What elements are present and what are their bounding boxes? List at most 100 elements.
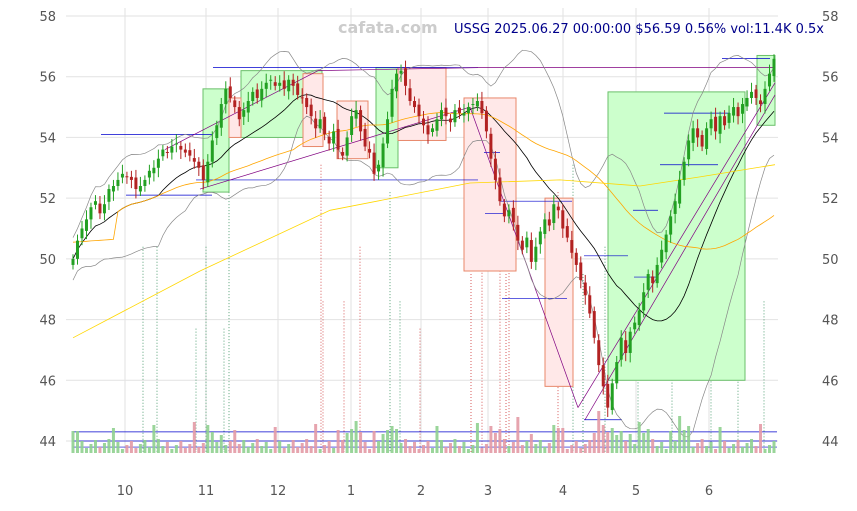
- x-tick-label: 6: [705, 484, 713, 499]
- volume-bar: [242, 440, 246, 453]
- volume-bar: [565, 449, 569, 453]
- candle-body: [714, 116, 718, 132]
- candle-body: [111, 186, 115, 192]
- candle-body: [426, 125, 430, 135]
- volume-bar: [201, 443, 205, 453]
- volume-bar: [714, 449, 718, 453]
- candle-body: [413, 101, 417, 108]
- y-tick-label-right: 56: [822, 71, 839, 86]
- volume-bar: [655, 446, 659, 453]
- candle-body: [390, 88, 394, 117]
- volume-bar: [138, 444, 142, 453]
- volume-bar: [466, 449, 470, 453]
- candle-body: [615, 362, 619, 384]
- candle-body: [511, 207, 515, 223]
- candle-body: [143, 179, 147, 186]
- volume-bar: [763, 449, 767, 453]
- volume-bar: [98, 447, 102, 453]
- volume-bar: [538, 440, 542, 453]
- y-tick-label-left: 44: [39, 435, 56, 450]
- candle-body: [696, 128, 700, 138]
- volume-bar: [750, 439, 754, 453]
- volume-bar: [102, 443, 106, 453]
- candle-body: [709, 119, 713, 129]
- downtrend-box: [463, 97, 517, 272]
- volume-bar: [404, 439, 408, 453]
- candle-body: [763, 88, 767, 105]
- volume-bar: [219, 435, 223, 453]
- volume-bar: [161, 446, 165, 453]
- candle-body: [381, 143, 385, 168]
- candle-body: [736, 107, 740, 117]
- volume-bar: [669, 431, 673, 453]
- volume-bar: [251, 443, 255, 453]
- candle-body: [161, 149, 165, 157]
- candle-body: [116, 179, 120, 186]
- volume-bar: [314, 424, 318, 453]
- volume-bar: [287, 444, 291, 453]
- candle-body: [610, 383, 614, 411]
- volume-bar: [462, 442, 466, 453]
- y-tick-label-right: 58: [822, 10, 839, 25]
- volume-bar: [107, 439, 111, 453]
- candle-body: [327, 136, 331, 144]
- candle-body: [147, 170, 151, 178]
- x-tick-label: 3: [484, 484, 492, 499]
- candle-body: [152, 167, 156, 174]
- ma-long-line: [72, 164, 776, 339]
- volume-bar: [741, 447, 745, 453]
- candle-body: [619, 337, 623, 360]
- volume-bar: [642, 433, 646, 453]
- candle-body: [170, 146, 174, 153]
- candle-body: [457, 107, 461, 114]
- candle-body: [363, 128, 367, 147]
- volume-bar: [709, 442, 713, 453]
- volume-bar: [309, 446, 313, 453]
- candle-body: [642, 292, 646, 311]
- volume-bar: [93, 440, 97, 453]
- candle-body: [354, 110, 358, 119]
- candle-body: [179, 145, 183, 150]
- candle-body: [350, 116, 354, 135]
- candle-body: [691, 128, 695, 143]
- volume-bar: [395, 429, 399, 453]
- volume-bar: [233, 430, 237, 453]
- candle-body: [543, 219, 547, 234]
- volume-bar: [129, 441, 133, 453]
- volume-bar: [116, 442, 120, 453]
- candle-body: [534, 246, 538, 262]
- volume-bar: [359, 432, 363, 453]
- candle-body: [480, 101, 484, 114]
- volume-bar: [372, 431, 376, 453]
- candle-body: [516, 224, 520, 241]
- candle-body: [448, 118, 452, 123]
- candle-body: [165, 152, 169, 153]
- candle-body: [305, 97, 309, 108]
- candle-body: [606, 383, 610, 408]
- candle-body: [750, 91, 754, 98]
- volume-bar: [448, 443, 452, 453]
- candle-body: [251, 91, 255, 101]
- volume-bar: [269, 449, 273, 453]
- candle-body: [269, 79, 273, 81]
- volume-bar: [502, 439, 506, 453]
- candle-body: [439, 110, 443, 120]
- volume-bar: [754, 446, 758, 453]
- candle-body: [592, 311, 596, 338]
- volume-bar: [543, 447, 547, 453]
- candle-body: [678, 179, 682, 204]
- candle-body: [282, 80, 286, 89]
- volume-bar: [426, 441, 430, 453]
- candle-body: [768, 73, 772, 87]
- candle-body: [255, 89, 259, 98]
- volume-bar: [174, 445, 178, 453]
- candle-body: [705, 128, 709, 149]
- candle-body: [507, 210, 511, 217]
- volume-bar: [673, 441, 677, 453]
- candle-body: [98, 203, 102, 214]
- candle-body: [89, 207, 93, 220]
- volume-bar: [282, 448, 286, 453]
- candle-body: [197, 161, 201, 168]
- candle-body: [561, 210, 565, 229]
